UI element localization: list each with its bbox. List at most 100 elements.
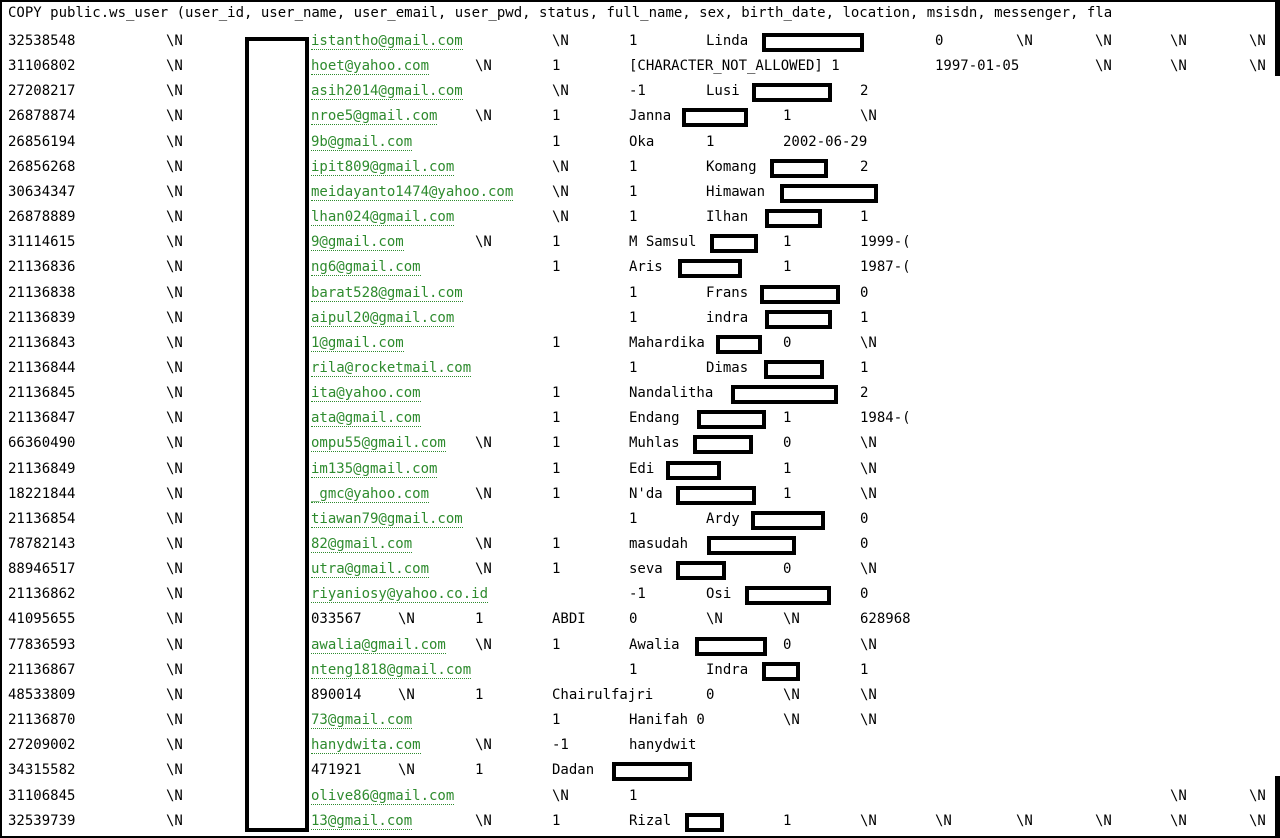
email-link[interactable]: ata@gmail.com	[311, 410, 421, 428]
table-row: 21136839 \N aipul20@gmail.com 1 indra 1	[2, 307, 1278, 332]
value-cell: \N	[1249, 58, 1266, 75]
value-cell: \N	[706, 611, 723, 628]
user-id-cell: 27209002	[8, 737, 76, 754]
value-cell: \N	[475, 812, 492, 829]
email-link[interactable]: tiawan79@gmail.com	[311, 510, 463, 528]
user-id-cell: 27208217	[8, 83, 76, 100]
user-id-cell: 26878874	[8, 108, 76, 125]
value-cell: \N	[475, 234, 492, 251]
email-link[interactable]: lhan024@gmail.com	[311, 209, 455, 227]
user-id-cell: 31106845	[8, 787, 76, 804]
email-link[interactable]: nteng1818@gmail.com	[311, 661, 472, 679]
value-cell: 1987-(	[860, 259, 911, 276]
null-cell: \N	[166, 359, 183, 376]
email-link[interactable]: 73@gmail.com	[311, 712, 413, 730]
email-link[interactable]: riyaniosy@yahoo.co.id	[311, 586, 489, 604]
redaction-user-name-column	[245, 37, 309, 832]
value-cell: \N	[860, 636, 877, 653]
value-cell: -1	[629, 586, 646, 603]
value-cell: 1	[629, 158, 638, 175]
value-cell: \N	[860, 561, 877, 578]
email-link[interactable]: hoet@yahoo.com	[311, 58, 430, 76]
null-cell: \N	[166, 309, 183, 326]
value-cell: \N	[1095, 33, 1112, 49]
value-cell: \N	[860, 460, 877, 477]
email-link[interactable]: hanydwita.com	[311, 737, 421, 755]
email-link[interactable]: im135@gmail.com	[311, 460, 438, 478]
redaction-box	[764, 359, 824, 379]
value-cell: 1	[860, 359, 869, 376]
value-cell: \N	[1170, 787, 1187, 804]
email-link[interactable]: aipul20@gmail.com	[311, 309, 455, 327]
table-row: 48533809 \N 890014 \N 1 Chairulfajri 0 \N \N	[2, 684, 1278, 709]
user-id-cell: 21136845	[8, 385, 76, 402]
email-link[interactable]: meidayanto1474@yahoo.com	[311, 183, 514, 201]
value-cell: 0	[783, 636, 792, 653]
email-link[interactable]: awalia@gmail.com	[311, 636, 446, 654]
value-cell: \N	[860, 812, 877, 829]
user-id-cell: 26856194	[8, 133, 76, 150]
user-id-cell: 30634347	[8, 183, 76, 200]
email-link[interactable]: ng6@gmail.com	[311, 259, 421, 277]
table-row: 66360490 \N ompu55@gmail.com \N 1 Muhlas 0 \N	[2, 432, 1278, 457]
value-cell: 0	[860, 284, 869, 301]
table-row: 31106845 \N olive86@gmail.com \N 1 \N \N	[2, 785, 1278, 810]
value-cell: Dadan	[552, 762, 595, 779]
email-link[interactable]: 1@gmail.com	[311, 334, 404, 352]
email-link[interactable]: ita@yahoo.com	[311, 385, 421, 403]
value-cell: \N	[1095, 58, 1112, 75]
value-cell: \N	[552, 83, 569, 100]
email-link[interactable]: olive86@gmail.com	[311, 787, 455, 805]
value-cell: 1	[475, 686, 484, 703]
table-row: 77836593 \N awalia@gmail.com \N 1 Awalia 0 \N	[2, 634, 1278, 659]
value-cell: [CHARACTER_NOT_ALLOWED] 1	[629, 58, 840, 75]
email-link[interactable]: asih2014@gmail.com	[311, 83, 463, 101]
value-cell: \N	[475, 536, 492, 552]
email-link[interactable]: ipit809@gmail.com	[311, 158, 455, 176]
email-link[interactable]: utra@gmail.com	[311, 561, 430, 579]
email-link[interactable]: rila@rocketmail.com	[311, 359, 472, 377]
email-link[interactable]: nroe5@gmail.com	[311, 108, 438, 126]
user-id-cell: 21136847	[8, 410, 76, 427]
email-link[interactable]: barat528@gmail.com	[311, 284, 463, 302]
value-cell: \N	[552, 183, 569, 200]
value-cell: \N	[1016, 812, 1033, 829]
value-cell: 1	[783, 460, 792, 477]
null-cell: \N	[166, 737, 183, 754]
value-cell: \N	[1170, 33, 1187, 49]
table-row: 31114615 \N 9@gmail.com \N 1 M Samsul 1 1999-(	[2, 231, 1278, 256]
value-cell: \N	[1249, 812, 1266, 829]
value-cell: Nandalitha	[629, 385, 714, 402]
value-cell: Indra	[706, 661, 749, 678]
value-cell: \N	[860, 435, 877, 452]
email-link[interactable]: 9@gmail.com	[311, 234, 404, 252]
value-cell: 1	[552, 712, 561, 729]
value-cell: \N	[860, 108, 877, 125]
value-cell: indra	[706, 309, 749, 326]
value-cell: \N	[935, 812, 952, 829]
redaction-box	[676, 485, 756, 505]
table-row: 18221844 \N _gmc@yahoo.com \N 1 N'da 1 \N	[2, 483, 1278, 508]
redaction-box	[731, 385, 838, 405]
value-cell: \N	[552, 33, 569, 49]
value-cell: M Samsul	[629, 234, 697, 251]
value-cell: 2	[860, 385, 869, 402]
value-cell: 1	[552, 410, 561, 427]
email-link[interactable]: _gmc@yahoo.com	[311, 485, 430, 503]
value-cell: \N	[1249, 787, 1266, 804]
user-id-cell: 88946517	[8, 561, 76, 578]
redaction-box	[770, 158, 828, 178]
email-link[interactable]: 82@gmail.com	[311, 536, 413, 553]
email-link[interactable]: 13@gmail.com	[311, 812, 413, 830]
email-link[interactable]: istantho@gmail.com	[311, 33, 463, 50]
table-row: 41095655 \N 033567 \N 1 ABDI 0 \N \N 628968	[2, 608, 1278, 633]
email-link[interactable]: 9b@gmail.com	[311, 133, 413, 151]
table-row: 21136847 \N ata@gmail.com 1 Endang 1 1984-(	[2, 407, 1278, 432]
null-cell: \N	[166, 762, 183, 779]
email-link[interactable]: ompu55@gmail.com	[311, 435, 446, 453]
value-cell: \N	[860, 485, 877, 502]
value-cell: 1	[552, 460, 561, 477]
redaction-box	[697, 410, 766, 430]
value-cell: \N	[552, 787, 569, 804]
user-id-cell: 21136844	[8, 359, 76, 376]
